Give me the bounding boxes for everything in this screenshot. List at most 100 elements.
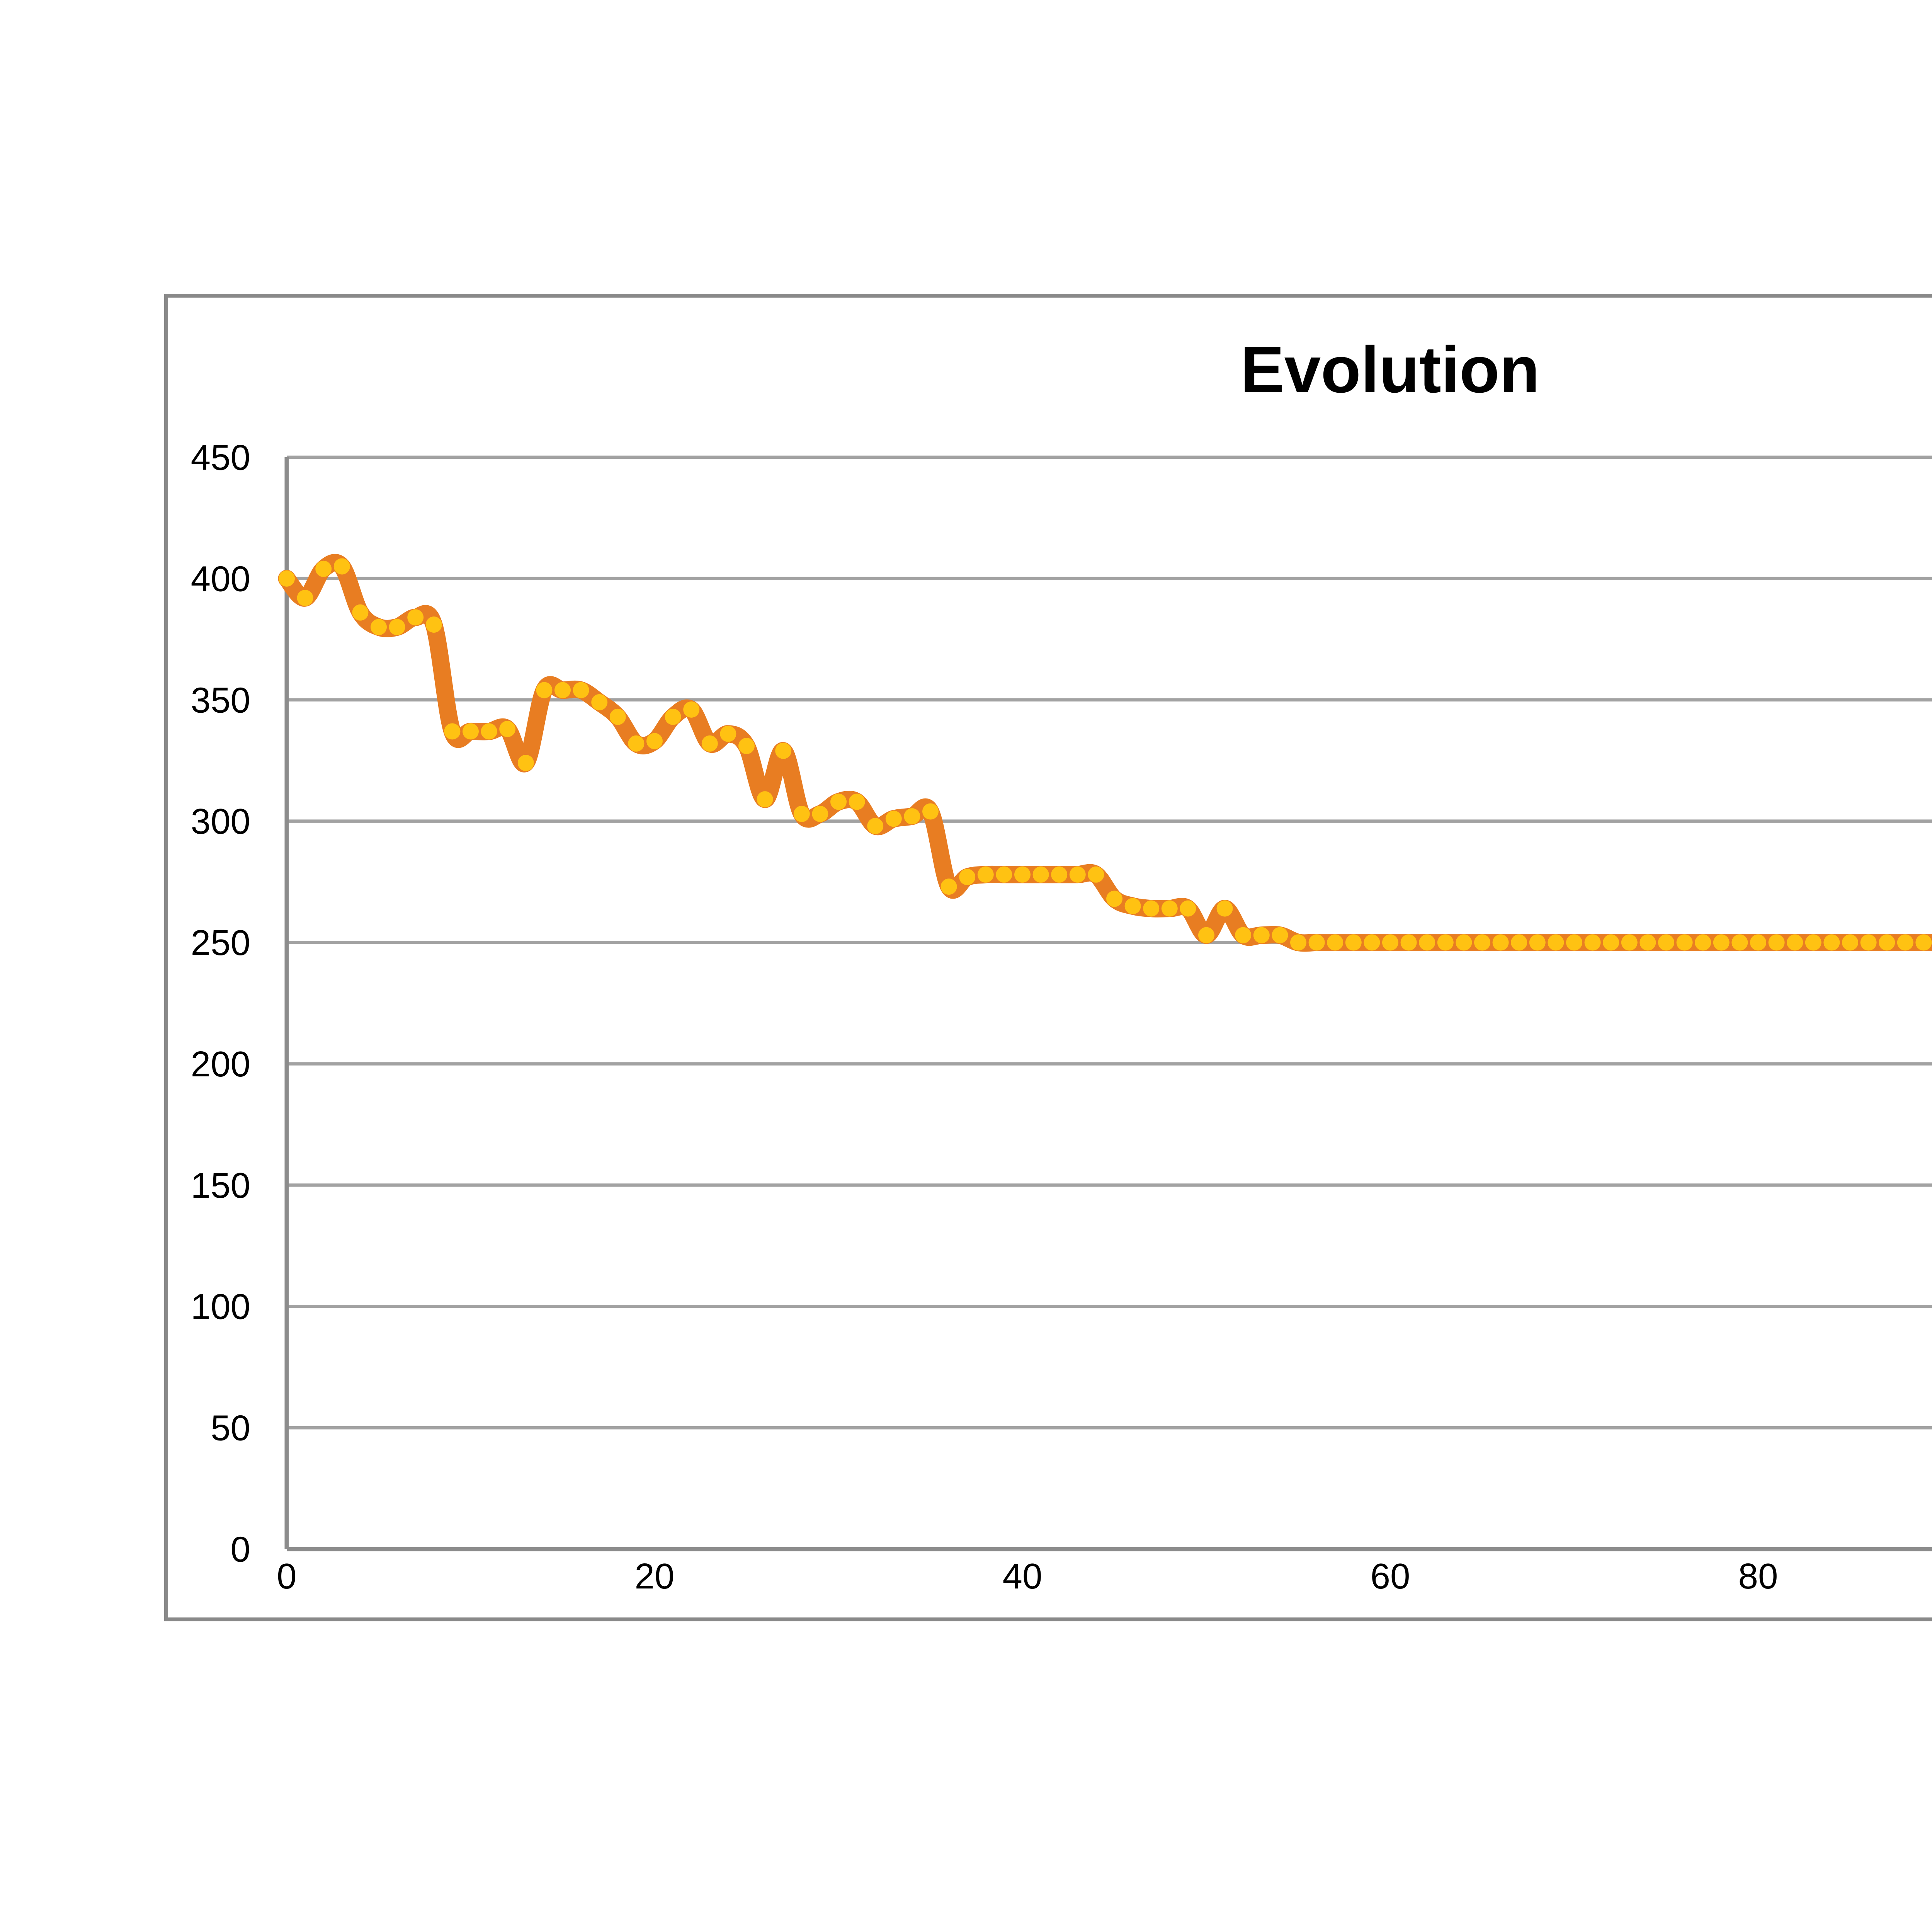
data-point-marker <box>1198 927 1214 943</box>
data-point-marker <box>1566 934 1582 951</box>
y-tick-label: 100 <box>191 1287 250 1327</box>
data-point-marker <box>1180 900 1196 917</box>
data-point-marker <box>812 805 828 822</box>
data-point-marker <box>1787 934 1803 951</box>
data-point-marker <box>536 682 553 698</box>
data-point-marker <box>1768 934 1785 951</box>
data-point-marker <box>1695 934 1711 951</box>
chart-title: Evolution <box>1240 334 1540 408</box>
data-point-marker <box>1676 934 1693 951</box>
data-point-marker <box>1364 934 1380 951</box>
data-point-marker <box>462 723 479 740</box>
data-point-marker <box>1603 934 1619 951</box>
y-tick-label: 300 <box>191 801 250 841</box>
data-point-marker <box>1308 934 1325 951</box>
data-point-marker <box>352 604 369 621</box>
data-point-marker <box>444 723 461 740</box>
data-point-marker <box>849 793 865 810</box>
data-point-marker <box>1731 934 1748 951</box>
data-point-marker <box>738 738 755 754</box>
data-point-marker <box>1511 934 1527 951</box>
data-point-marker <box>1345 934 1362 951</box>
data-point-marker <box>1069 866 1086 883</box>
data-point-marker <box>370 619 387 635</box>
data-point-marker <box>830 793 847 810</box>
data-point-marker <box>1879 934 1895 951</box>
data-point-marker <box>628 735 645 752</box>
data-point-marker <box>1915 934 1932 951</box>
data-point-marker <box>1400 934 1417 951</box>
data-point-marker <box>1658 934 1674 951</box>
data-point-marker <box>1272 927 1288 943</box>
data-point-marker <box>1327 934 1344 951</box>
x-tick-label: 60 <box>1371 1556 1410 1596</box>
data-point-marker <box>315 560 332 577</box>
y-tick-label: 50 <box>211 1408 250 1448</box>
x-tick-label: 40 <box>1003 1556 1043 1596</box>
data-point-marker <box>683 701 700 718</box>
data-point-marker <box>1235 927 1252 943</box>
data-point-marker <box>1106 890 1122 907</box>
data-point-marker <box>1161 900 1178 917</box>
data-point-marker <box>775 742 792 759</box>
data-point-marker <box>867 818 884 834</box>
data-point-marker <box>1713 934 1730 951</box>
data-point-marker <box>1419 934 1435 951</box>
data-point-marker <box>1492 934 1509 951</box>
y-tick-label: 350 <box>191 680 250 720</box>
data-point-marker <box>977 866 994 883</box>
data-point-marker <box>1456 934 1472 951</box>
data-point-marker <box>1529 934 1546 951</box>
x-tick-label: 0 <box>277 1556 296 1596</box>
data-point-marker <box>1143 900 1160 917</box>
y-tick-label: 0 <box>231 1529 250 1569</box>
data-point-marker <box>959 869 976 885</box>
data-point-marker <box>1842 934 1858 951</box>
data-point-marker <box>1897 934 1913 951</box>
data-point-marker <box>1750 934 1766 951</box>
data-point-marker <box>1805 934 1821 951</box>
data-point-marker <box>278 570 295 587</box>
data-point-marker <box>922 803 939 820</box>
data-point-marker <box>885 810 902 827</box>
data-point-marker <box>499 721 516 737</box>
data-point-marker <box>793 805 810 822</box>
y-tick-label: 200 <box>191 1044 250 1084</box>
data-point-marker <box>1051 866 1068 883</box>
data-point-marker <box>517 755 534 771</box>
y-tick-label: 150 <box>191 1165 250 1205</box>
data-point-marker <box>665 708 681 725</box>
data-point-marker <box>1032 866 1049 883</box>
data-point-marker <box>757 791 773 808</box>
data-point-marker <box>940 878 957 895</box>
y-tick-label: 450 <box>191 438 250 478</box>
data-point-marker <box>996 866 1012 883</box>
data-point-marker <box>646 733 663 749</box>
data-point-marker <box>1548 934 1564 951</box>
data-point-marker <box>591 694 608 711</box>
data-point-marker <box>1382 934 1398 951</box>
data-point-marker <box>1253 927 1270 943</box>
data-point-marker <box>1584 934 1601 951</box>
data-point-marker <box>609 708 626 725</box>
data-point-marker <box>1474 934 1490 951</box>
y-tick-label: 250 <box>191 923 250 963</box>
data-point-marker <box>297 590 313 606</box>
data-point-marker <box>554 682 571 698</box>
data-point-marker <box>720 725 736 742</box>
data-point-marker <box>1216 900 1233 917</box>
data-point-marker <box>1621 934 1638 951</box>
data-point-marker <box>389 619 405 635</box>
data-point-marker <box>904 808 920 825</box>
data-point-marker <box>1823 934 1840 951</box>
data-point-marker <box>1437 934 1454 951</box>
data-point-marker <box>1088 866 1104 883</box>
data-point-marker <box>1860 934 1877 951</box>
data-point-marker <box>425 616 442 633</box>
data-point-marker <box>1639 934 1656 951</box>
series-line <box>278 554 1932 952</box>
y-tick-label: 400 <box>191 558 250 599</box>
chart-border <box>164 294 1932 1621</box>
